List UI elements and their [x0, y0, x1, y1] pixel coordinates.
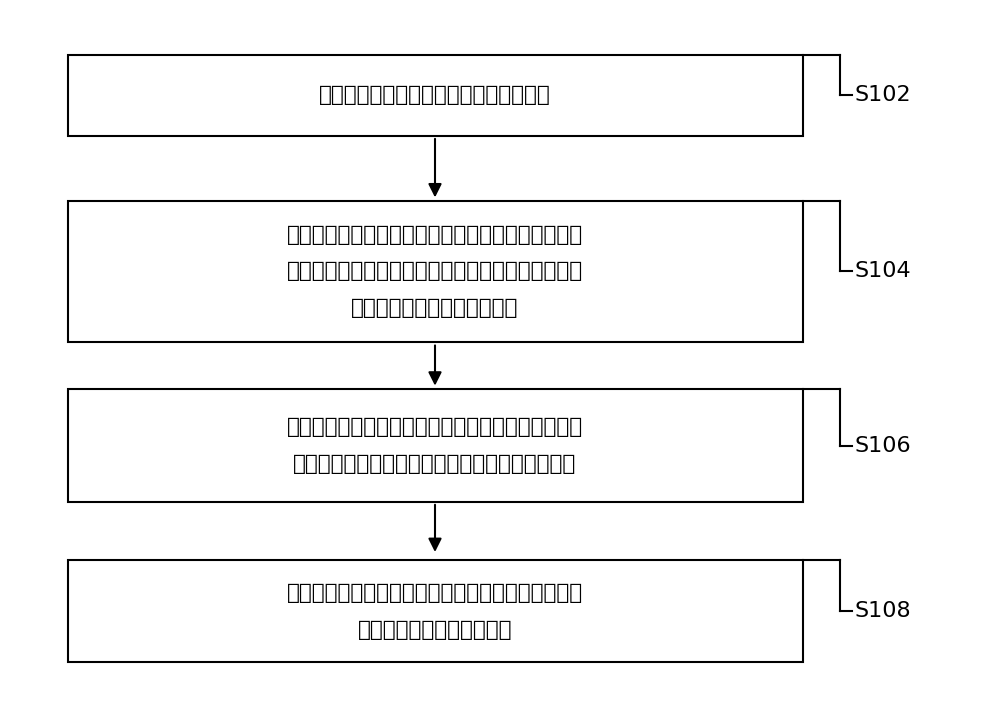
Bar [68, 389, 802, 502]
Text: 满足热工约束的多组设计参数: 满足热工约束的多组设计参数 [351, 298, 519, 318]
Text: 获取满足飞行器性能约束的目标动力参数，并基于目: 获取满足飞行器性能约束的目标动力参数，并基于目 [287, 225, 583, 245]
Text: 获取核热推进反应堆的流固耦合传热模型: 获取核热推进反应堆的流固耦合传热模型 [319, 85, 551, 105]
Text: 基于多组设计参数进行中子学建模及物理分析，得到: 基于多组设计参数进行中子学建模及物理分析，得到 [287, 417, 583, 437]
Text: S106: S106 [855, 436, 912, 455]
Text: 将目标动力参数、目标热工参数及目标几何参数作为: 将目标动力参数、目标热工参数及目标几何参数作为 [287, 583, 583, 603]
Bar [68, 560, 802, 663]
Text: 满足中子物理约束的目标几何参数及目标热工参数: 满足中子物理约束的目标几何参数及目标热工参数 [293, 454, 577, 474]
Text: S102: S102 [855, 85, 912, 105]
Text: 标动力参数对流固耦合传热模型进行传热计算，得到: 标动力参数对流固耦合传热模型进行传热计算，得到 [287, 262, 583, 281]
Bar [68, 55, 802, 135]
Text: S104: S104 [855, 262, 912, 281]
Text: S108: S108 [855, 601, 912, 621]
Text: 核热反应堆的堆芯设计参数: 核热反应堆的堆芯设计参数 [358, 620, 512, 639]
Bar [68, 201, 802, 342]
